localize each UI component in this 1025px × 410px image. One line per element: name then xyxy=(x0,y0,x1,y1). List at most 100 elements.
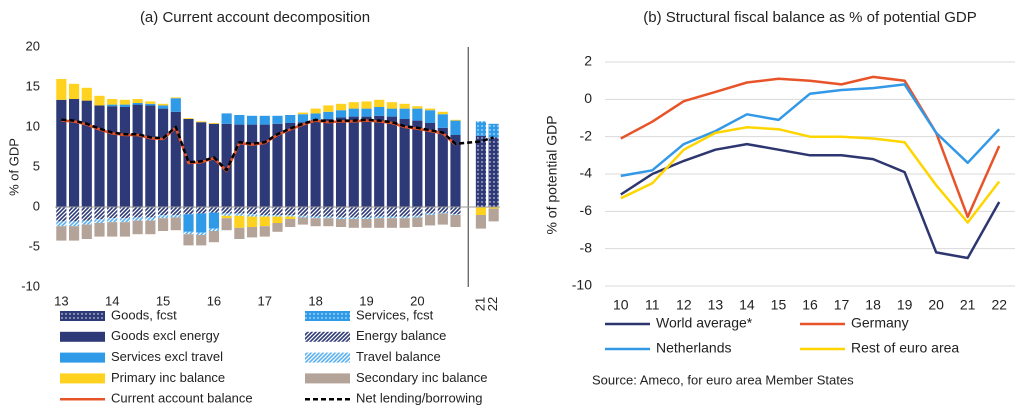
bar-segment xyxy=(68,226,80,241)
bar-segment xyxy=(310,207,321,217)
legend-swatch xyxy=(305,331,350,342)
legend-label: Goods, fcst xyxy=(111,307,177,322)
bar-segment xyxy=(259,124,270,207)
bar-segment xyxy=(208,212,220,229)
bar-segment xyxy=(259,207,270,215)
bar-segment xyxy=(424,108,436,111)
bar-segment xyxy=(285,207,296,215)
bar-segment xyxy=(107,99,118,105)
bar-segment xyxy=(196,121,207,123)
bar-segment xyxy=(386,108,398,117)
bar-segment xyxy=(107,207,118,219)
y-tick-label: 20 xyxy=(26,38,40,53)
bar-segment xyxy=(119,99,131,105)
chart-title: (a) Current account decomposition xyxy=(140,9,370,26)
bar-segment xyxy=(272,216,283,223)
bar-segment xyxy=(348,102,359,109)
bar-segment xyxy=(475,215,487,229)
bar-segment xyxy=(399,216,410,219)
bar-segment xyxy=(488,208,499,222)
bar-segment xyxy=(234,227,245,239)
bar-segment xyxy=(132,99,143,103)
bar-segment xyxy=(335,117,347,207)
bar-segment xyxy=(475,207,487,215)
bar-segment xyxy=(132,104,143,207)
bar-segment xyxy=(221,207,232,214)
bar-segment xyxy=(450,207,461,215)
legend-swatch xyxy=(60,311,105,321)
x-tick-label: 16 xyxy=(207,293,221,308)
bar-segment xyxy=(335,217,347,219)
bar-segment xyxy=(94,219,105,223)
bar-segment xyxy=(412,108,423,121)
legend-label: Current account balance xyxy=(111,391,253,406)
bar-segment xyxy=(285,115,296,123)
bar-segment xyxy=(56,207,67,222)
y-tick-label: 15 xyxy=(26,78,40,93)
bar-segment xyxy=(297,114,309,123)
bar-segment xyxy=(107,106,118,207)
bar-segment xyxy=(157,108,169,207)
bar-segment xyxy=(145,101,156,104)
bar-segment xyxy=(374,207,385,217)
bar-segment xyxy=(310,113,321,120)
bar-segment xyxy=(297,215,309,218)
bar-segment xyxy=(285,215,296,217)
bar-segment xyxy=(157,215,169,219)
bar-segment xyxy=(386,218,398,228)
bar-segment xyxy=(246,216,258,227)
bar-segment xyxy=(424,110,436,123)
bar-segment xyxy=(437,127,448,207)
bar-segment xyxy=(68,207,80,222)
y-tick-label: -6 xyxy=(580,202,593,218)
bar-segment xyxy=(285,216,296,219)
bar-segment xyxy=(488,123,499,138)
bar-segment xyxy=(399,108,410,119)
bar-segment xyxy=(68,99,80,207)
bar-segment xyxy=(234,207,245,214)
bar-segment xyxy=(56,226,67,241)
legend-label: Germany xyxy=(851,315,909,331)
x-tick-label: 20 xyxy=(928,297,944,313)
y-axis-label: % of GDP xyxy=(6,138,21,196)
line xyxy=(620,142,1001,260)
bar-segment xyxy=(335,219,347,227)
bar-segment xyxy=(119,107,131,207)
bar-segment xyxy=(246,207,258,215)
bar-segment xyxy=(119,218,131,223)
bar-segment xyxy=(107,104,118,107)
legend-label: Rest of euro area xyxy=(851,340,959,356)
legend-swatch xyxy=(60,373,105,384)
bar-segment xyxy=(272,207,283,215)
bar-segment xyxy=(323,216,334,219)
bar-segment xyxy=(94,223,105,237)
bar-segment xyxy=(234,115,245,125)
bar-segment xyxy=(272,223,283,232)
bar-segment xyxy=(323,218,334,227)
x-tick-label: 14 xyxy=(739,297,755,313)
bar-segment xyxy=(157,207,169,215)
line xyxy=(620,83,1001,178)
bar-segment xyxy=(386,216,398,219)
x-tick-label: 17 xyxy=(834,297,850,313)
bar-segment xyxy=(450,120,461,135)
bar-segment xyxy=(170,207,181,215)
bar-segment xyxy=(145,207,156,218)
bar-segment xyxy=(119,207,131,219)
bar-segment xyxy=(68,221,80,227)
bar-segment xyxy=(374,115,385,207)
x-tick-label: 15 xyxy=(771,297,787,313)
bar-segment xyxy=(361,108,372,117)
x-tick-label: 19 xyxy=(359,293,373,308)
bar-segment xyxy=(424,215,436,226)
legend-label: Net lending/borrowing xyxy=(356,391,482,406)
bar-segment xyxy=(170,217,181,231)
x-tick-label: 21 xyxy=(960,297,976,313)
bar-segment xyxy=(170,111,181,207)
y-axis-label: % of potential GDP xyxy=(544,115,560,234)
bar-segment xyxy=(310,119,321,207)
bar-segment xyxy=(450,215,461,227)
bar-segment xyxy=(348,207,359,218)
bar-segment xyxy=(170,215,181,218)
